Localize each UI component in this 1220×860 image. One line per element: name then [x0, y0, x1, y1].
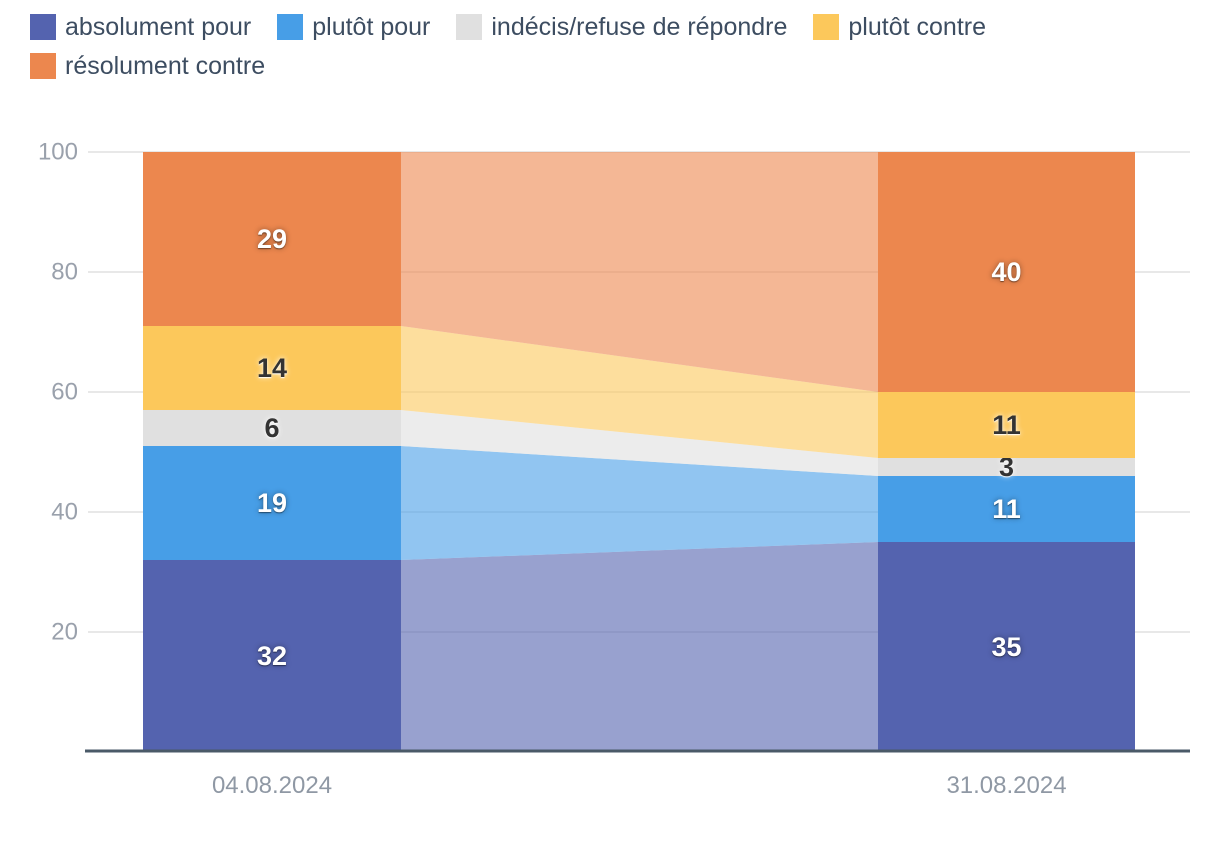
x-axis-label: 04.08.2024	[212, 772, 332, 799]
bar-value-label: 29	[257, 224, 287, 254]
bar-segment[interactable]	[878, 392, 1135, 458]
connector-band	[401, 446, 878, 560]
legend-swatch-icon	[30, 14, 56, 41]
bar-value-label: 11	[992, 410, 1021, 440]
bar-segment[interactable]	[143, 446, 401, 560]
bar-value-label: 35	[991, 632, 1021, 662]
legend-item[interactable]: plutôt pour	[277, 14, 430, 40]
legend-item[interactable]: absolument pour	[30, 14, 251, 40]
bar-value-label: 40	[991, 257, 1021, 287]
bar-value-label: 19	[257, 488, 287, 518]
legend-item[interactable]: résolument contre	[30, 52, 266, 81]
bar-segment[interactable]	[878, 458, 1135, 476]
y-tick-label: 100	[38, 139, 78, 166]
y-tick-label: 40	[51, 499, 78, 526]
legend-label: résolument contre	[65, 52, 266, 81]
bar-segment[interactable]	[878, 152, 1135, 392]
bar-segment[interactable]	[878, 542, 1135, 752]
legend-swatch-icon	[30, 53, 56, 80]
bar-segment[interactable]	[143, 560, 401, 752]
legend-swatch-icon	[813, 14, 840, 41]
legend-label: absolument pour	[65, 13, 252, 41]
connector-band	[401, 152, 878, 392]
bar-value-label: 11	[992, 494, 1021, 524]
y-tick-label: 80	[51, 259, 78, 286]
legend-swatch-icon	[456, 14, 483, 41]
connector-band	[401, 326, 878, 458]
bar-value-label: 32	[257, 641, 287, 671]
legend-item[interactable]: indécis/refuse de répondre	[456, 14, 787, 40]
bar-value-label: 3	[999, 452, 1014, 482]
legend-item[interactable]: plutôt contre	[813, 14, 986, 40]
legend-label: plutôt pour	[312, 13, 431, 41]
connector-band	[401, 542, 878, 752]
connector-band	[401, 410, 878, 476]
bar-value-label: 6	[264, 413, 279, 443]
legend-swatch-icon	[277, 14, 304, 41]
legend-label: indécis/refuse de répondre	[491, 13, 788, 41]
x-axis-label: 31.08.2024	[946, 772, 1066, 799]
bar-value-label: 14	[257, 353, 287, 383]
y-tick-label: 60	[51, 379, 78, 406]
bar-segment[interactable]	[143, 152, 401, 326]
bar-segment[interactable]	[878, 476, 1135, 542]
y-tick-label: 20	[51, 619, 78, 646]
bar-segment[interactable]	[143, 410, 401, 446]
bar-segment[interactable]	[143, 326, 401, 410]
legend-label: plutôt contre	[848, 13, 986, 41]
chart-legend: absolument pour plutôt pour indécis/refuse…	[30, 14, 1195, 80]
